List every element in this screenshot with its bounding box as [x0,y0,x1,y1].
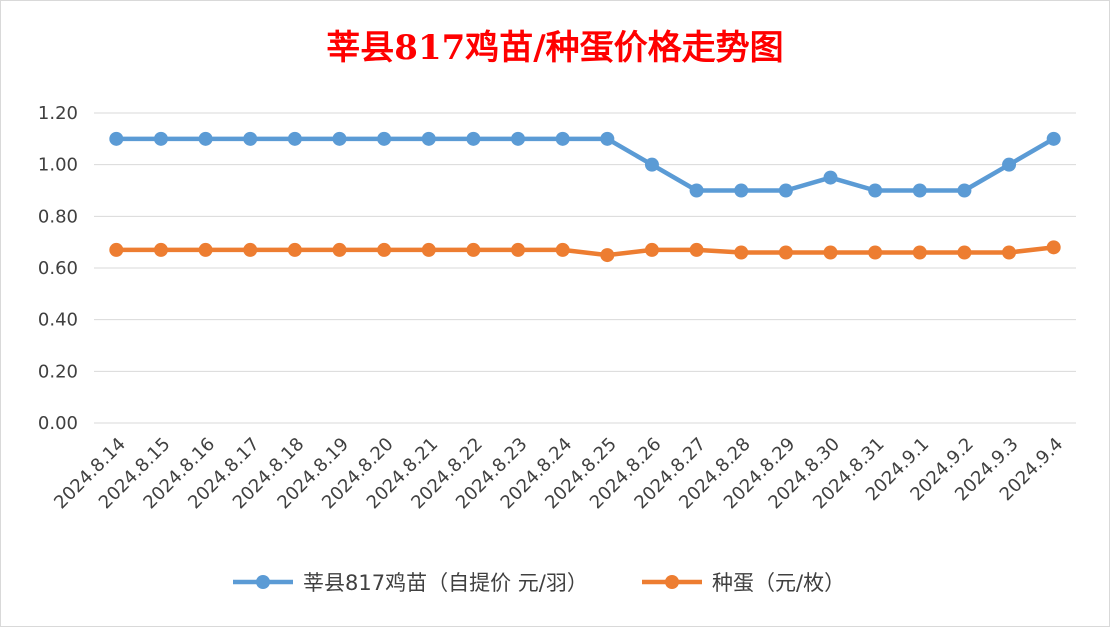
legend-entry-2: 种蛋（元/枚） [642,571,845,595]
series-lines [109,131,1061,263]
series-2-point [511,242,526,257]
legend-swatch-marker [256,575,270,589]
series-1-point [377,131,392,146]
series-2-point [912,245,927,260]
series-1-point [466,131,481,146]
series-2-point [689,242,704,257]
series-2-point [332,242,347,257]
y-tick-label: 0.80 [38,206,78,227]
series-1-point [912,183,927,198]
series-2-point [198,242,213,257]
series-1-point [644,157,659,172]
series-1-point [1002,157,1017,172]
series-2 [109,240,1061,263]
gridlines [94,112,1076,424]
series-1-point [198,131,213,146]
x-axis-ticks: 2024.8.142024.8.152024.8.162024.8.172024… [50,434,1067,514]
series-2-point [466,242,481,257]
series-2-point [600,248,615,263]
series-1-point [1046,131,1061,146]
series-2-point [109,242,124,257]
y-tick-label: 1.00 [38,155,78,176]
series-1-point [600,131,615,146]
legend-label: 种蛋（元/枚） [712,571,845,595]
series-2-point [823,245,838,260]
series-2-point [421,242,436,257]
y-tick-label: 1.20 [38,103,78,124]
legend-swatch-marker [665,575,679,589]
series-2-point [287,242,302,257]
series-1-point [734,183,749,198]
series-1-point [243,131,258,146]
series-2-point [778,245,793,260]
series-2-point [377,242,392,257]
chart-title: 莘县817鸡苗/种蛋价格走势图 [326,28,783,68]
series-1-point [957,183,972,198]
series-1-point [421,131,436,146]
legend-entry-1: 莘县817鸡苗（自提价 元/羽） [233,571,588,595]
series-1-point [332,131,347,146]
series-2-point [957,245,972,260]
y-axis-ticks: 0.00 0.20 0.40 0.60 0.80 1.00 1.20 [38,103,78,434]
series-2-point [153,242,168,257]
series-1-point [778,183,793,198]
series-2-point [1002,245,1017,260]
series-1-point [287,131,302,146]
legend: 莘县817鸡苗（自提价 元/羽） 种蛋（元/枚） [233,571,845,595]
series-2-point [243,242,258,257]
y-tick-label: 0.60 [38,258,78,279]
series-1-point [868,183,883,198]
series-1-point [555,131,570,146]
series-1-point [153,131,168,146]
legend-label: 莘县817鸡苗（自提价 元/羽） [303,571,588,595]
series-1-point [511,131,526,146]
series-2-point [734,245,749,260]
series-2-point [644,242,659,257]
series-1 [109,131,1061,198]
y-tick-label: 0.40 [38,310,78,331]
series-2-point [1046,240,1061,255]
series-2-point [555,242,570,257]
series-1-point [689,183,704,198]
y-tick-label: 0.00 [38,413,78,434]
series-1-point [823,170,838,185]
series-2-point [868,245,883,260]
series-1-line [114,136,1056,193]
series-2-line [114,245,1056,258]
y-tick-label: 0.20 [38,361,78,382]
series-1-point [109,131,124,146]
